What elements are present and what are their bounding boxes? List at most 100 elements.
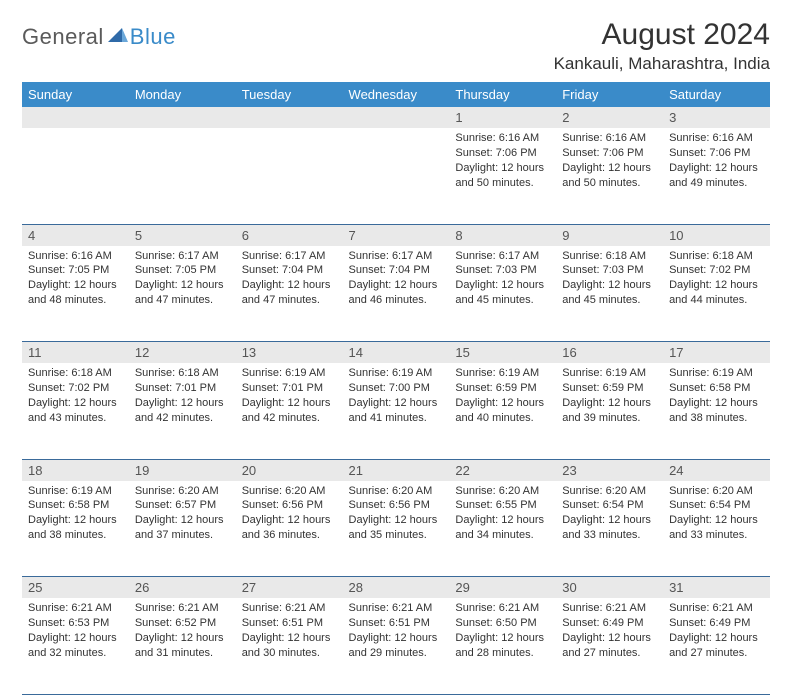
day-number-cell: 10 <box>663 224 770 246</box>
day-details-row: Sunrise: 6:16 AMSunset: 7:06 PMDaylight:… <box>22 128 770 224</box>
day-details-cell: Sunrise: 6:16 AMSunset: 7:06 PMDaylight:… <box>556 128 663 224</box>
day-number-cell: 31 <box>663 577 770 599</box>
day-number: 20 <box>236 460 343 481</box>
day-details-cell: Sunrise: 6:21 AMSunset: 6:50 PMDaylight:… <box>449 598 556 694</box>
day-details-cell: Sunrise: 6:18 AMSunset: 7:02 PMDaylight:… <box>663 246 770 342</box>
day-header: Friday <box>556 82 663 107</box>
day-number: 17 <box>663 342 770 363</box>
day-number-cell: 21 <box>343 459 450 481</box>
day-details-cell <box>129 128 236 224</box>
day-header: Tuesday <box>236 82 343 107</box>
day-number: 14 <box>343 342 450 363</box>
day-number: 1 <box>449 107 556 128</box>
sun-details: Sunrise: 6:19 AMSunset: 6:58 PMDaylight:… <box>663 363 770 431</box>
day-number: 18 <box>22 460 129 481</box>
location-label: Kankauli, Maharashtra, India <box>554 54 770 74</box>
day-details-cell: Sunrise: 6:18 AMSunset: 7:02 PMDaylight:… <box>22 363 129 459</box>
calendar-page: General Blue August 2024 Kankauli, Mahar… <box>0 0 792 612</box>
day-number-cell: 2 <box>556 107 663 128</box>
day-header: Sunday <box>22 82 129 107</box>
empty-cell <box>129 107 236 128</box>
day-number: 5 <box>129 225 236 246</box>
empty-cell <box>236 107 343 128</box>
sun-details: Sunrise: 6:16 AMSunset: 7:05 PMDaylight:… <box>22 246 129 314</box>
day-number-cell: 9 <box>556 224 663 246</box>
day-details-cell: Sunrise: 6:20 AMSunset: 6:56 PMDaylight:… <box>343 481 450 577</box>
day-number-cell: 27 <box>236 577 343 599</box>
sun-details: Sunrise: 6:17 AMSunset: 7:05 PMDaylight:… <box>129 246 236 314</box>
brand-logo: General Blue <box>22 18 176 50</box>
day-number: 6 <box>236 225 343 246</box>
day-details-cell: Sunrise: 6:19 AMSunset: 7:00 PMDaylight:… <box>343 363 450 459</box>
sun-details: Sunrise: 6:20 AMSunset: 6:56 PMDaylight:… <box>343 481 450 549</box>
day-number-cell: 20 <box>236 459 343 481</box>
day-number-cell: 4 <box>22 224 129 246</box>
day-header: Monday <box>129 82 236 107</box>
sun-details: Sunrise: 6:21 AMSunset: 6:49 PMDaylight:… <box>556 598 663 666</box>
day-number-row: 45678910 <box>22 224 770 246</box>
sun-details: Sunrise: 6:20 AMSunset: 6:54 PMDaylight:… <box>556 481 663 549</box>
sun-details: Sunrise: 6:18 AMSunset: 7:02 PMDaylight:… <box>663 246 770 314</box>
day-number: 28 <box>343 577 450 598</box>
day-details-cell <box>343 128 450 224</box>
day-details-cell: Sunrise: 6:18 AMSunset: 7:03 PMDaylight:… <box>556 246 663 342</box>
day-number: 16 <box>556 342 663 363</box>
sun-details: Sunrise: 6:17 AMSunset: 7:04 PMDaylight:… <box>236 246 343 314</box>
sun-details: Sunrise: 6:20 AMSunset: 6:56 PMDaylight:… <box>236 481 343 549</box>
sun-details: Sunrise: 6:17 AMSunset: 7:04 PMDaylight:… <box>343 246 450 314</box>
day-number-cell: 13 <box>236 342 343 364</box>
day-number-cell: 8 <box>449 224 556 246</box>
day-details-cell: Sunrise: 6:17 AMSunset: 7:04 PMDaylight:… <box>343 246 450 342</box>
day-details-cell: Sunrise: 6:21 AMSunset: 6:49 PMDaylight:… <box>556 598 663 694</box>
day-number: 22 <box>449 460 556 481</box>
day-number-row: 123 <box>22 107 770 128</box>
day-number-cell: 11 <box>22 342 129 364</box>
day-details-cell: Sunrise: 6:21 AMSunset: 6:49 PMDaylight:… <box>663 598 770 694</box>
day-number-cell <box>22 107 129 128</box>
day-number-cell: 14 <box>343 342 450 364</box>
sun-details: Sunrise: 6:21 AMSunset: 6:51 PMDaylight:… <box>236 598 343 666</box>
day-number-cell: 29 <box>449 577 556 599</box>
day-details-cell: Sunrise: 6:17 AMSunset: 7:05 PMDaylight:… <box>129 246 236 342</box>
day-details-cell: Sunrise: 6:19 AMSunset: 6:58 PMDaylight:… <box>22 481 129 577</box>
sail-icon <box>108 26 128 49</box>
sun-details: Sunrise: 6:21 AMSunset: 6:49 PMDaylight:… <box>663 598 770 666</box>
day-number-cell: 12 <box>129 342 236 364</box>
day-number: 26 <box>129 577 236 598</box>
day-details-cell: Sunrise: 6:21 AMSunset: 6:51 PMDaylight:… <box>343 598 450 694</box>
sun-details: Sunrise: 6:19 AMSunset: 7:00 PMDaylight:… <box>343 363 450 431</box>
brand-name-part1: General <box>22 24 104 50</box>
day-number: 10 <box>663 225 770 246</box>
sun-details: Sunrise: 6:19 AMSunset: 6:58 PMDaylight:… <box>22 481 129 549</box>
month-title: August 2024 <box>554 18 770 52</box>
day-number-cell: 19 <box>129 459 236 481</box>
day-header: Saturday <box>663 82 770 107</box>
day-number: 7 <box>343 225 450 246</box>
day-number-cell <box>236 107 343 128</box>
day-number-cell: 17 <box>663 342 770 364</box>
sun-details: Sunrise: 6:21 AMSunset: 6:52 PMDaylight:… <box>129 598 236 666</box>
day-number: 2 <box>556 107 663 128</box>
day-number-cell: 22 <box>449 459 556 481</box>
day-number-cell: 24 <box>663 459 770 481</box>
day-details-cell <box>236 128 343 224</box>
sun-details: Sunrise: 6:17 AMSunset: 7:03 PMDaylight:… <box>449 246 556 314</box>
day-number-cell: 5 <box>129 224 236 246</box>
day-details-cell: Sunrise: 6:16 AMSunset: 7:06 PMDaylight:… <box>663 128 770 224</box>
day-number: 13 <box>236 342 343 363</box>
day-number-cell: 6 <box>236 224 343 246</box>
day-header: Thursday <box>449 82 556 107</box>
sun-details: Sunrise: 6:20 AMSunset: 6:55 PMDaylight:… <box>449 481 556 549</box>
day-details-cell: Sunrise: 6:16 AMSunset: 7:06 PMDaylight:… <box>449 128 556 224</box>
day-details-cell: Sunrise: 6:17 AMSunset: 7:04 PMDaylight:… <box>236 246 343 342</box>
sun-details: Sunrise: 6:21 AMSunset: 6:51 PMDaylight:… <box>343 598 450 666</box>
day-number-row: 25262728293031 <box>22 577 770 599</box>
sun-details: Sunrise: 6:18 AMSunset: 7:02 PMDaylight:… <box>22 363 129 431</box>
day-details-cell: Sunrise: 6:19 AMSunset: 7:01 PMDaylight:… <box>236 363 343 459</box>
sun-details: Sunrise: 6:21 AMSunset: 6:50 PMDaylight:… <box>449 598 556 666</box>
day-details-cell: Sunrise: 6:20 AMSunset: 6:54 PMDaylight:… <box>663 481 770 577</box>
day-number: 19 <box>129 460 236 481</box>
sun-details: Sunrise: 6:19 AMSunset: 6:59 PMDaylight:… <box>556 363 663 431</box>
day-number-cell: 18 <box>22 459 129 481</box>
day-header-row: Sunday Monday Tuesday Wednesday Thursday… <box>22 82 770 107</box>
